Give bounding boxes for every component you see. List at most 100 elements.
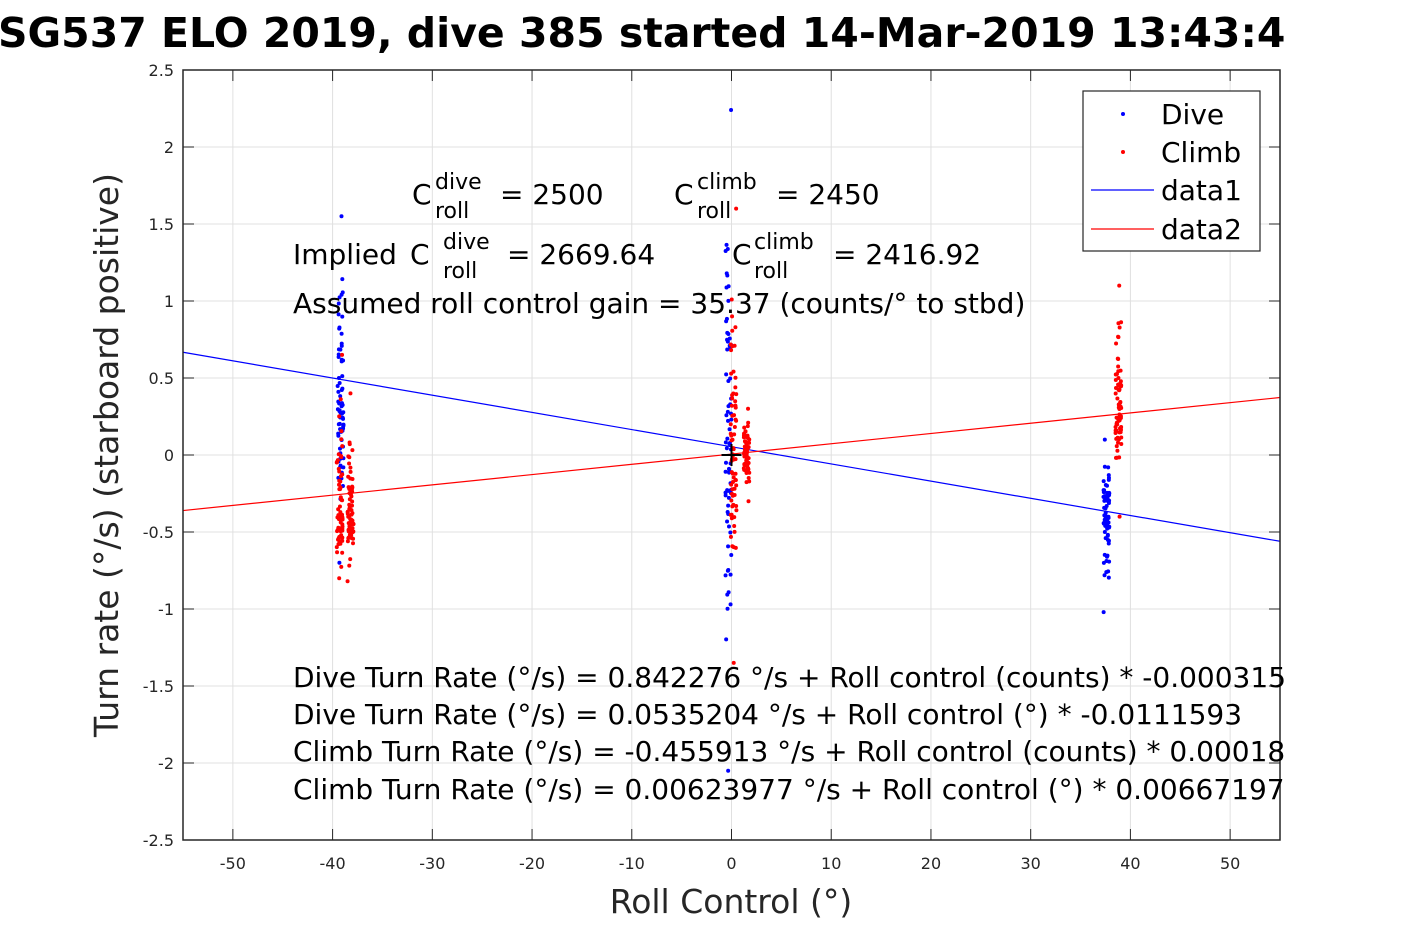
point-climb xyxy=(340,524,345,529)
point-climb xyxy=(746,420,751,425)
point-climb xyxy=(348,391,353,396)
x-axis-label: Roll Control (°) xyxy=(610,882,853,921)
point-climb xyxy=(350,448,355,453)
point-climb xyxy=(348,469,353,474)
y-axis-label: Turn rate (°/s) (starboard positive) xyxy=(87,173,126,738)
legend-box xyxy=(1082,90,1261,252)
point-climb xyxy=(1116,440,1121,445)
point-climb xyxy=(345,579,350,584)
point-climb xyxy=(337,414,342,419)
y-tick-label: -2.5 xyxy=(143,831,174,850)
point-dive xyxy=(723,493,728,498)
point-climb xyxy=(729,348,734,353)
x-tick-label: -50 xyxy=(220,854,246,873)
point-dive xyxy=(1103,536,1108,541)
point-dive xyxy=(1101,490,1106,495)
point-climb xyxy=(339,437,344,442)
legend-data1-label: data1 xyxy=(1161,174,1242,207)
point-climb xyxy=(1117,514,1122,519)
point-dive xyxy=(728,572,733,577)
point-climb xyxy=(348,557,353,562)
legend: Dive Climb data1 data2 xyxy=(1082,90,1261,252)
point-dive xyxy=(1104,498,1109,503)
point-dive xyxy=(1106,569,1111,574)
point-climb xyxy=(349,487,354,492)
point-climb xyxy=(729,470,734,475)
point-dive xyxy=(341,416,346,421)
point-dive xyxy=(338,463,343,468)
point-climb xyxy=(1116,334,1121,339)
point-dive xyxy=(1105,483,1110,488)
point-dive xyxy=(725,330,730,335)
point-dive xyxy=(1106,575,1111,580)
point-climb xyxy=(745,424,750,429)
y-tick-label: 0.5 xyxy=(149,369,174,388)
point-climb xyxy=(728,534,733,539)
point-climb xyxy=(731,545,736,550)
point-climb xyxy=(338,485,343,490)
point-dive xyxy=(724,446,729,451)
point-dive xyxy=(1107,559,1112,564)
c-roll-climb-sup: climb xyxy=(697,170,757,195)
point-dive xyxy=(724,637,729,642)
point-climb xyxy=(348,465,353,470)
point-climb xyxy=(346,485,351,490)
point-climb xyxy=(733,477,738,482)
point-climb xyxy=(729,516,734,521)
point-dive xyxy=(1106,473,1111,478)
c-roll-climb-symbol: C xyxy=(674,178,694,211)
point-dive xyxy=(724,242,729,247)
point-climb xyxy=(339,455,344,460)
point-climb xyxy=(351,529,356,534)
point-climb xyxy=(1113,391,1118,396)
point-dive xyxy=(726,568,731,573)
point-dive xyxy=(725,337,730,342)
point-climb xyxy=(733,325,738,330)
point-dive xyxy=(339,387,344,392)
point-dive xyxy=(1103,510,1108,515)
point-climb xyxy=(733,375,738,380)
point-climb xyxy=(732,343,737,348)
point-climb xyxy=(730,396,735,401)
point-climb xyxy=(1118,368,1123,373)
point-climb xyxy=(340,352,345,357)
implied-climb-symbol: C xyxy=(732,238,752,271)
point-dive xyxy=(1106,465,1111,470)
point-dive xyxy=(725,509,730,514)
point-dive xyxy=(1102,464,1107,469)
point-dive xyxy=(726,298,731,303)
point-dive xyxy=(729,417,734,422)
point-climb xyxy=(728,422,733,427)
point-climb xyxy=(743,429,748,434)
equation-dive-degrees: Dive Turn Rate (°/s) = 0.0535204 °/s + R… xyxy=(293,698,1242,731)
legend-dive-label: Dive xyxy=(1161,98,1224,131)
x-tick-labels: -50 -40 -30 -20 -10 0 10 20 30 40 50 xyxy=(220,854,1241,873)
point-climb xyxy=(743,439,748,444)
y-tick-label: -1 xyxy=(158,600,174,619)
point-climb xyxy=(346,536,351,541)
point-climb xyxy=(729,438,734,443)
point-climb xyxy=(746,406,751,411)
point-climb xyxy=(733,405,738,410)
point-climb xyxy=(340,550,345,555)
y-tick-label: 0 xyxy=(164,446,174,465)
point-climb xyxy=(1116,364,1121,369)
point-dive xyxy=(341,422,346,427)
point-climb xyxy=(351,541,356,546)
point-climb xyxy=(335,528,340,533)
point-climb xyxy=(347,440,352,445)
c-roll-dive-symbol: C xyxy=(412,178,432,211)
point-dive xyxy=(1102,573,1107,578)
point-dive xyxy=(336,431,341,436)
point-dive xyxy=(723,460,728,465)
point-climb xyxy=(345,509,350,514)
point-dive xyxy=(1102,517,1107,522)
point-climb xyxy=(743,444,748,449)
x-tick-label: -30 xyxy=(419,854,445,873)
point-climb xyxy=(338,539,343,544)
point-climb xyxy=(734,504,739,509)
point-climb xyxy=(732,432,737,437)
point-dive xyxy=(339,292,344,297)
point-climb xyxy=(730,328,735,333)
point-climb xyxy=(1117,283,1122,288)
